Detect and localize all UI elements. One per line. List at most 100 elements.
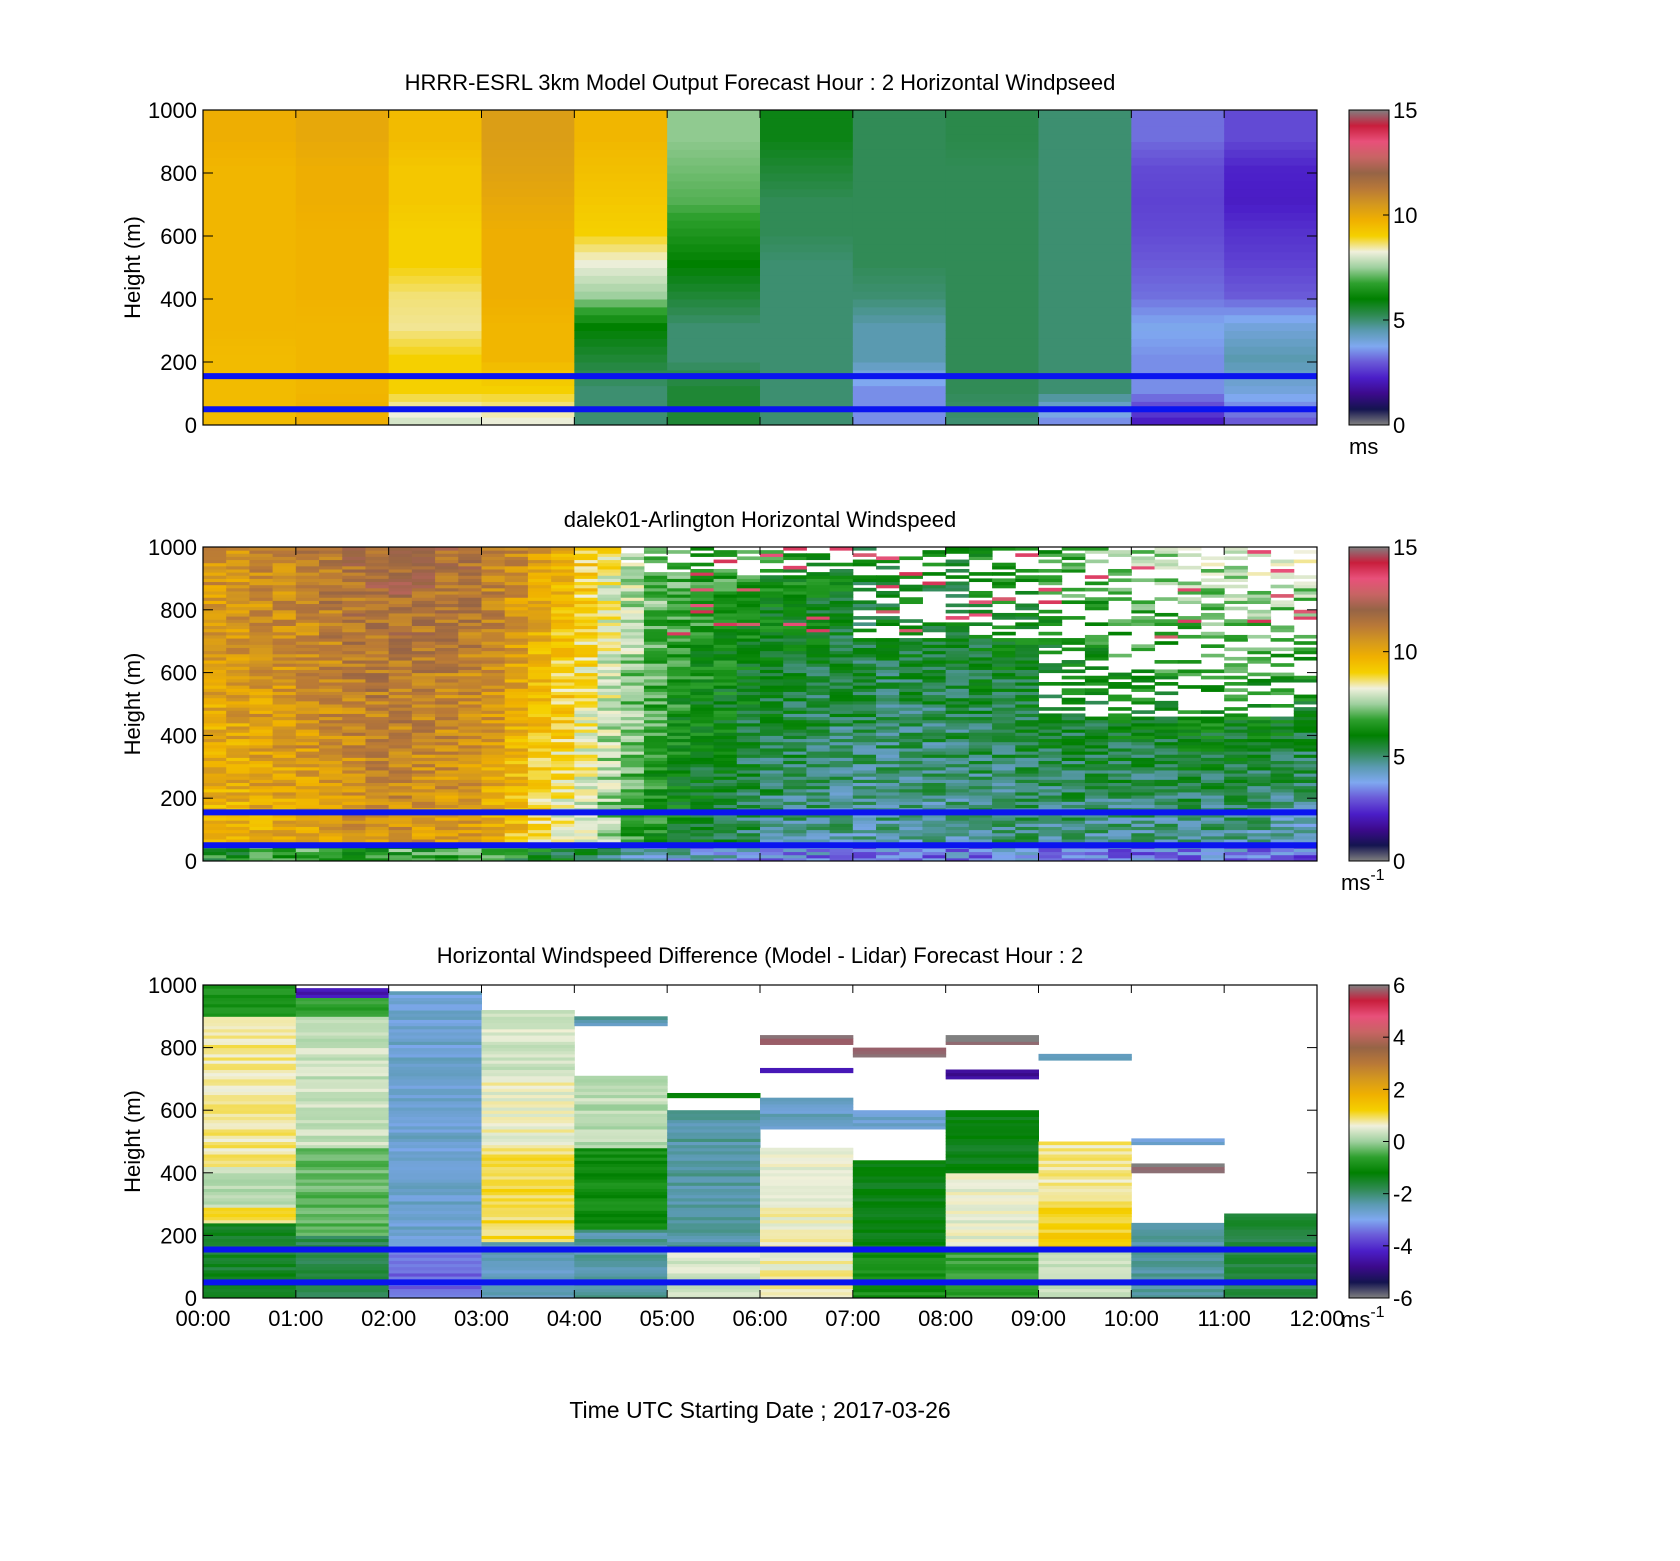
colorbar-gradient <box>1348 546 1390 862</box>
heatmap-cell <box>713 782 738 787</box>
heatmap-cell <box>342 553 366 557</box>
heatmap-cell <box>226 650 250 655</box>
heatmap-cell <box>1200 744 1225 749</box>
heatmap-cell <box>1154 707 1179 711</box>
heatmap-cell <box>295 275 390 284</box>
heatmap-cell <box>1084 650 1109 655</box>
heatmap-cell <box>435 647 459 652</box>
heatmap-cell <box>643 625 668 630</box>
heatmap-cell <box>876 656 900 661</box>
heatmap-cell <box>551 817 575 821</box>
heatmap-cell <box>1015 644 1039 648</box>
heatmap-cell <box>203 988 297 992</box>
heatmap-cell <box>760 672 784 677</box>
heatmap-cell <box>1293 851 1318 856</box>
heatmap-cell <box>342 757 366 762</box>
heatmap-cell <box>643 575 668 579</box>
heatmap-cell <box>551 644 575 648</box>
y-axis-label: Height (m) <box>120 653 145 756</box>
heatmap-cell <box>1293 813 1318 818</box>
heatmap-cell <box>481 801 506 805</box>
heatmap-cell <box>574 236 668 245</box>
heatmap-cell <box>876 716 900 721</box>
heatmap-cell <box>1038 763 1063 768</box>
heatmap-cell <box>435 804 459 809</box>
heatmap-cell <box>1131 188 1225 198</box>
heatmap-cell <box>899 631 923 636</box>
heatmap-cell <box>783 581 807 586</box>
heatmap-cell <box>1038 401 1132 410</box>
heatmap-cell <box>806 779 831 783</box>
heatmap-cell <box>319 839 343 843</box>
heatmap-cell <box>295 691 320 696</box>
heatmap-cell <box>365 813 390 818</box>
heatmap-cell <box>852 697 877 702</box>
heatmap-cell <box>597 575 622 579</box>
heatmap-cell <box>922 729 947 733</box>
heatmap-cell <box>922 719 947 724</box>
heatmap-cell <box>667 622 691 626</box>
heatmap-cell <box>643 597 668 601</box>
heatmap-cell <box>643 612 668 617</box>
heatmap-cell <box>504 769 529 774</box>
heatmap-cell <box>829 660 854 664</box>
heatmap-cell <box>249 716 274 721</box>
heatmap-cell <box>968 622 993 626</box>
heatmap-cell <box>806 628 831 633</box>
heatmap-cell <box>272 597 297 601</box>
heatmap-cell <box>852 275 947 284</box>
heatmap-cell <box>1015 798 1039 802</box>
heatmap-cell <box>876 675 900 680</box>
heatmap-cell <box>226 609 250 614</box>
heatmap-cell <box>1247 609 1272 614</box>
heatmap-cell <box>806 581 831 586</box>
heatmap-cell <box>852 647 877 652</box>
heatmap-cell <box>899 660 923 664</box>
heatmap-cell <box>620 835 645 840</box>
heatmap-cell <box>1108 751 1132 755</box>
heatmap-cell <box>1224 801 1248 805</box>
heatmap-cell <box>481 568 506 573</box>
heatmap-cell <box>295 851 320 856</box>
heatmap-cell <box>1015 851 1039 856</box>
heatmap-cell <box>1200 788 1225 793</box>
heatmap-cell <box>226 747 250 752</box>
heatmap-cell <box>922 675 947 680</box>
heatmap-cell <box>249 594 274 598</box>
heatmap-cell <box>319 763 343 768</box>
heatmap-cell <box>1015 672 1039 677</box>
heatmap-cell <box>899 710 923 714</box>
heatmap-cell <box>388 575 413 579</box>
heatmap-cell <box>272 773 297 777</box>
heatmap-cell <box>365 722 390 727</box>
heatmap-cell <box>481 754 506 758</box>
heatmap-cell <box>806 722 831 727</box>
heatmap-cell <box>736 779 761 783</box>
heatmap-cell <box>876 638 900 642</box>
heatmap-cell <box>249 616 274 620</box>
heatmap-cell <box>1293 713 1318 718</box>
heatmap-cell <box>388 682 413 686</box>
heatmap-cell <box>992 729 1016 733</box>
heatmap-cell <box>829 738 854 743</box>
heatmap-cell <box>226 547 250 551</box>
heatmap-cell <box>968 656 993 661</box>
heatmap-cell <box>852 553 877 557</box>
heatmap-cell <box>295 688 320 692</box>
heatmap-cell <box>876 641 900 645</box>
heatmap-cell <box>388 550 413 554</box>
heatmap-cell <box>551 788 575 793</box>
heatmap-cell <box>1224 656 1248 661</box>
heatmap-cell <box>945 634 970 639</box>
heatmap-cell <box>643 817 668 821</box>
heatmap-cell <box>1200 584 1225 589</box>
heatmap-cell <box>319 744 343 749</box>
heatmap-cell <box>922 653 947 658</box>
heatmap-cell <box>667 606 691 611</box>
heatmap-cell <box>388 754 413 758</box>
heatmap-cell <box>643 785 668 790</box>
heatmap-cell <box>1224 157 1318 166</box>
heatmap-cell <box>481 547 506 551</box>
heatmap-cell <box>435 638 459 642</box>
heatmap-cell <box>829 685 854 689</box>
